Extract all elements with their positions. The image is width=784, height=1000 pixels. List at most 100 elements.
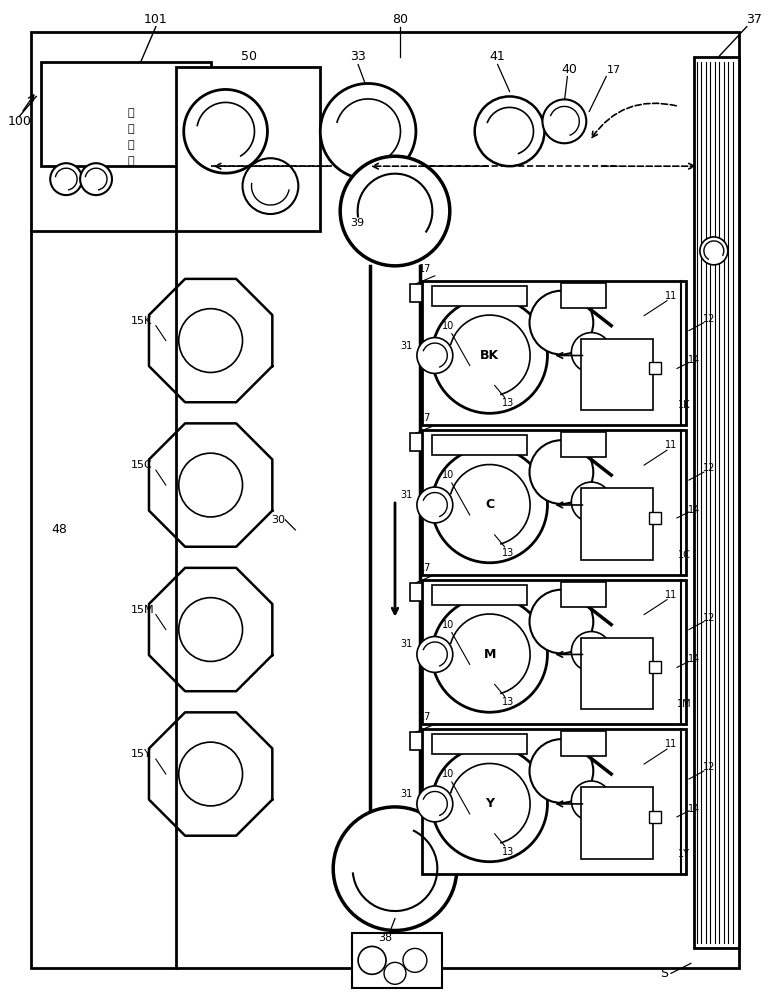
Circle shape <box>358 946 386 974</box>
Circle shape <box>593 343 633 382</box>
Text: 11: 11 <box>665 291 677 301</box>
Bar <box>176 67 320 231</box>
Text: C: C <box>485 498 494 511</box>
Circle shape <box>80 163 112 195</box>
Bar <box>410 732 422 750</box>
Circle shape <box>700 237 728 265</box>
Text: 41: 41 <box>490 50 506 63</box>
Text: 12: 12 <box>702 463 715 473</box>
Text: 1Y: 1Y <box>678 849 690 859</box>
Text: 14: 14 <box>688 505 700 515</box>
Circle shape <box>179 309 242 372</box>
Text: 14: 14 <box>688 654 700 664</box>
Text: 15M: 15M <box>131 605 154 615</box>
Text: 11: 11 <box>665 590 677 600</box>
Circle shape <box>417 637 453 672</box>
Circle shape <box>50 163 82 195</box>
Bar <box>694 57 739 948</box>
Bar <box>352 933 442 988</box>
Text: 制: 制 <box>128 108 134 118</box>
Bar <box>561 582 606 607</box>
Circle shape <box>183 89 267 173</box>
Text: 13: 13 <box>502 847 514 857</box>
Circle shape <box>593 492 633 532</box>
Circle shape <box>417 338 453 373</box>
Circle shape <box>403 948 426 972</box>
Circle shape <box>583 365 623 405</box>
Bar <box>432 585 527 605</box>
Circle shape <box>572 781 612 821</box>
Circle shape <box>572 333 612 372</box>
Text: 装: 装 <box>128 140 134 150</box>
Text: 31: 31 <box>401 341 413 351</box>
Circle shape <box>242 158 299 214</box>
Text: 31: 31 <box>401 490 413 500</box>
Text: 10: 10 <box>441 470 454 480</box>
Text: 37: 37 <box>746 13 761 26</box>
Text: 101: 101 <box>144 13 168 26</box>
Bar <box>42 62 211 166</box>
Circle shape <box>320 83 416 179</box>
Text: 33: 33 <box>350 50 366 63</box>
Text: 13: 13 <box>502 398 514 408</box>
Text: 15C: 15C <box>131 460 153 470</box>
Text: 80: 80 <box>392 13 408 26</box>
Circle shape <box>572 632 612 671</box>
Bar <box>422 580 686 724</box>
Circle shape <box>529 440 593 504</box>
Text: 17: 17 <box>607 65 621 75</box>
Text: M: M <box>484 648 495 661</box>
Text: 12: 12 <box>702 762 715 772</box>
Circle shape <box>417 487 453 523</box>
Bar <box>410 433 422 451</box>
Circle shape <box>543 99 586 143</box>
Circle shape <box>583 664 623 704</box>
Text: 17: 17 <box>419 264 431 274</box>
Text: 17: 17 <box>419 413 431 423</box>
Text: S: S <box>660 967 668 980</box>
Text: 12: 12 <box>702 314 715 324</box>
Text: 御: 御 <box>128 124 134 134</box>
Text: 31: 31 <box>401 639 413 649</box>
Text: 50: 50 <box>241 50 256 63</box>
Circle shape <box>417 786 453 822</box>
Bar <box>581 638 653 709</box>
Text: 100: 100 <box>7 115 31 128</box>
Bar <box>422 430 686 575</box>
Text: 15K: 15K <box>131 316 152 326</box>
Text: 14: 14 <box>688 355 700 365</box>
Text: 40: 40 <box>561 63 577 76</box>
Circle shape <box>432 447 547 563</box>
Circle shape <box>432 597 547 712</box>
Bar <box>649 362 661 374</box>
Text: 17: 17 <box>419 563 431 573</box>
Circle shape <box>340 156 450 266</box>
Circle shape <box>384 962 406 984</box>
Text: 11: 11 <box>665 739 677 749</box>
Bar <box>581 488 653 560</box>
Text: 1M: 1M <box>677 699 691 709</box>
Circle shape <box>474 96 544 166</box>
Bar <box>581 339 653 410</box>
Text: 置: 置 <box>128 156 134 166</box>
Text: 39: 39 <box>350 218 365 228</box>
Bar <box>561 731 606 756</box>
Text: 10: 10 <box>441 321 454 331</box>
Bar <box>422 729 686 874</box>
Bar <box>581 787 653 859</box>
Circle shape <box>572 482 612 522</box>
Bar <box>561 432 606 457</box>
Circle shape <box>529 291 593 355</box>
Text: 38: 38 <box>378 933 392 943</box>
Circle shape <box>432 298 547 413</box>
Text: 10: 10 <box>441 620 454 630</box>
Circle shape <box>333 807 457 930</box>
Circle shape <box>583 515 623 555</box>
Text: 13: 13 <box>502 548 514 558</box>
Text: 12: 12 <box>702 613 715 623</box>
Circle shape <box>529 739 593 803</box>
Circle shape <box>593 791 633 831</box>
Bar <box>432 435 527 455</box>
Bar <box>649 512 661 524</box>
Circle shape <box>432 746 547 862</box>
